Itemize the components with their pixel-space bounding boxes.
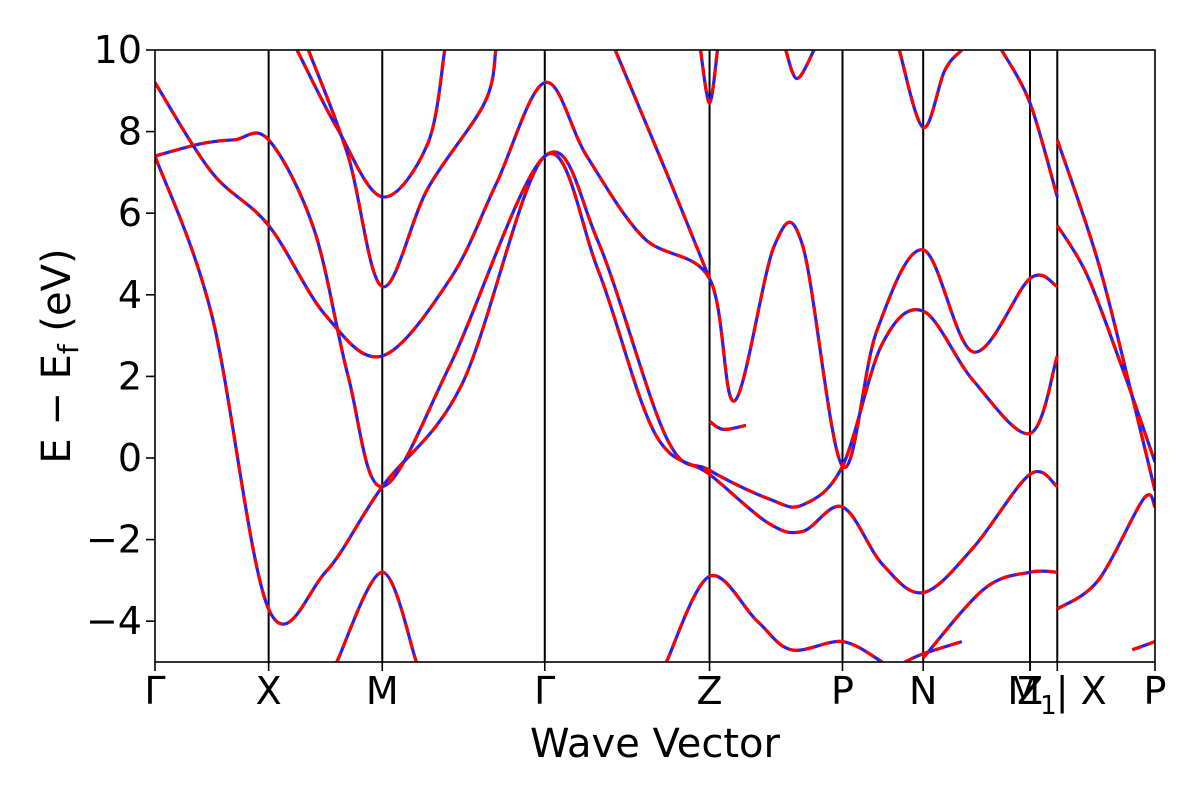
y-axis-ticks: −4 −2 0 2 4 6 8 10 [86, 28, 155, 643]
band-line-red [306, 50, 498, 289]
band-line-red [664, 574, 884, 662]
y-tick-label: 8 [118, 110, 142, 154]
band-line-red [708, 419, 747, 432]
y-tick-label: 6 [118, 191, 142, 235]
band-line-blue [295, 50, 447, 199]
x-tick-label: Z [697, 669, 723, 713]
band-group [155, 50, 1155, 662]
x-tick-label: Z [1017, 669, 1043, 713]
band-line-red [1000, 50, 1059, 198]
band-line-red [295, 50, 447, 199]
band-line-red [155, 151, 1059, 626]
x-tick-label: Γ [534, 669, 555, 713]
x-tick-label-subscript: 1 [1040, 691, 1057, 721]
x-tick-label: P [1144, 669, 1167, 713]
x-tick-label: | X [1056, 669, 1107, 714]
band-line-blue [155, 151, 1059, 626]
band-line-red [922, 569, 1058, 659]
band-curves [155, 50, 1155, 662]
y-tick-label: −2 [86, 518, 142, 562]
band-line-red [1131, 640, 1155, 652]
band-line-red [335, 570, 418, 662]
high-symmetry-lines [267, 50, 1059, 662]
y-axis-title: E − Ef (eV) [34, 248, 85, 463]
band-line-red [904, 640, 963, 662]
y-tick-label: 4 [118, 273, 142, 317]
band-line-red [155, 80, 1059, 469]
x-tick-label: X [256, 669, 282, 713]
y-tick-label: −4 [86, 599, 142, 643]
x-tick-label: P [831, 669, 854, 713]
band-line-red [1056, 493, 1155, 611]
x-tick-label: M [366, 669, 399, 713]
y-axis-title-subscript: f [52, 343, 85, 354]
band-line-blue [1055, 139, 1155, 491]
band-line-red [613, 50, 711, 280]
x-axis-title: Wave Vector [530, 721, 781, 767]
y-tick-label: 10 [94, 28, 142, 72]
band-line-blue [1056, 493, 1155, 611]
x-tick-label: N [909, 669, 937, 713]
y-tick-label: 0 [118, 436, 142, 480]
band-line-red [784, 50, 816, 81]
band-line-red [897, 50, 964, 130]
band-line-red [1055, 224, 1155, 463]
y-tick-label: 2 [118, 354, 142, 398]
x-tick-label: Γ [144, 669, 165, 713]
band-line-blue [155, 80, 1059, 469]
y-axis-title-main: E − E [34, 354, 80, 464]
y-axis-title-unit: (eV) [34, 248, 80, 344]
plot-frame [154, 49, 1156, 663]
x-tick-label: M1 [1007, 669, 1056, 721]
band-line-red [698, 50, 720, 105]
band-line-red [155, 131, 1059, 509]
band-line-red [1055, 139, 1155, 491]
